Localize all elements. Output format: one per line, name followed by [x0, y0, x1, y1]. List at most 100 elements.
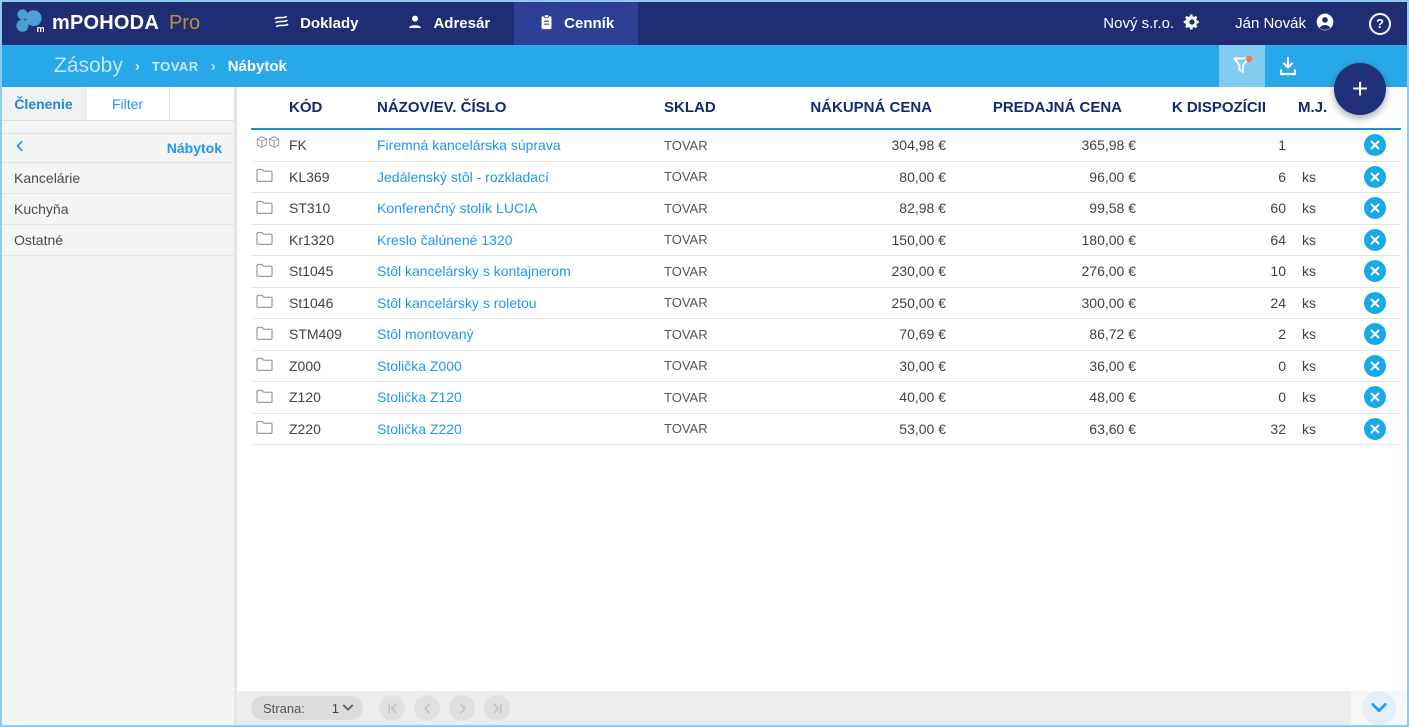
close-icon [1370, 172, 1380, 182]
item-name-link[interactable]: Kreslo čalúnené 1320 [377, 231, 513, 248]
last-page-button[interactable] [484, 695, 510, 721]
table-row[interactable]: Kr1320 Kreslo čalúnené 1320 TOVAR 150,00… [251, 225, 1401, 256]
nav-item-cennik[interactable]: Cenník [514, 2, 639, 45]
item-available-quantity: 32 [1270, 420, 1286, 437]
item-available-quantity: 2 [1278, 326, 1286, 343]
item-name-link[interactable]: Konferenčný stolík LUCIA [377, 200, 538, 217]
close-icon [1370, 361, 1380, 371]
item-name-link[interactable]: Stolička Z220 [377, 420, 462, 437]
item-name-link[interactable]: Stôl montovaný [377, 326, 474, 343]
export-download-button[interactable] [1265, 45, 1311, 87]
user-name: Ján Novák [1235, 15, 1306, 32]
item-selling-price: 99,58 € [1089, 200, 1136, 217]
first-page-button[interactable] [379, 695, 405, 721]
item-code: STM409 [289, 326, 342, 343]
item-unit: ks [1302, 231, 1316, 248]
table-row[interactable]: FK Firemná kancelárska súprava TOVAR 304… [251, 130, 1401, 162]
remove-item-button[interactable] [1364, 386, 1386, 409]
sidebar-item-ostatne[interactable]: Ostatné [2, 225, 234, 256]
table-row[interactable]: ST310 Konferenčný stolík LUCIA TOVAR 82,… [251, 193, 1401, 225]
item-name-link[interactable]: Stôl kancelársky s kontajnerom [377, 263, 571, 280]
add-item-button[interactable]: + [1334, 63, 1386, 115]
category-group-header: Nábytok [2, 133, 234, 163]
price-list-table: KÓD NÁZOV/EV. ČÍSLO SKLAD NÁKUPNÁ CENA P… [237, 87, 1407, 445]
user-menu[interactable]: Ján Novák [1235, 12, 1335, 36]
price-list-panel: KÓD NÁZOV/EV. ČÍSLO SKLAD NÁKUPNÁ CENA P… [237, 87, 1407, 725]
column-header-predajna-cena[interactable]: PREDAJNÁ CENA [992, 99, 1122, 116]
remove-item-button[interactable] [1364, 291, 1386, 314]
item-available-quantity: 60 [1270, 200, 1286, 217]
item-unit: ks [1302, 326, 1316, 343]
item-unit: ks [1302, 294, 1316, 311]
paw-logo-icon: m [14, 7, 45, 40]
previous-page-button[interactable] [414, 695, 440, 721]
remove-item-button[interactable] [1364, 323, 1386, 346]
item-purchase-price: 304,98 € [891, 137, 947, 154]
item-name-link[interactable]: Stolička Z120 [377, 389, 462, 406]
table-row[interactable]: St1046 Stôl kancelársky s roletou TOVAR … [251, 288, 1401, 319]
page-select[interactable]: Strana: 1 [251, 696, 363, 720]
nav-label: Adresár [433, 15, 491, 32]
pagination-bar: Strana: 1 [237, 691, 1351, 725]
item-name-link[interactable]: Jedálenský stôl - rozkladací [377, 168, 549, 185]
remove-item-button[interactable] [1364, 165, 1386, 188]
table-row[interactable]: St1045 Stôl kancelársky s kontajnerom TO… [251, 256, 1401, 288]
filter-button[interactable] [1219, 45, 1265, 87]
tab-filter[interactable]: Filter [86, 87, 170, 120]
item-selling-price: 63,60 € [1089, 420, 1136, 437]
column-header-nazov[interactable]: NÁZOV/EV. ČÍSLO [377, 99, 507, 116]
item-available-quantity: 24 [1270, 294, 1286, 311]
item-available-quantity: 6 [1278, 168, 1286, 185]
next-page-button[interactable] [449, 695, 475, 721]
item-selling-price: 276,00 € [1081, 263, 1137, 280]
remove-item-button[interactable] [1364, 417, 1386, 440]
sidebar-item-kuchyna[interactable]: Kuchyňa [2, 194, 234, 225]
tab-clenenie[interactable]: Členenie [2, 87, 86, 120]
table-row[interactable]: Z120 Stolička Z120 TOVAR 40,00 € 48,00 €… [251, 382, 1401, 414]
app-logo[interactable]: m mPOHODA Pro [2, 2, 210, 45]
folder-icon [255, 419, 274, 438]
breadcrumb-root[interactable]: Zásoby [54, 54, 123, 77]
close-icon [1370, 392, 1380, 402]
table-header-row: KÓD NÁZOV/EV. ČÍSLO SKLAD NÁKUPNÁ CENA P… [251, 87, 1401, 130]
table-row[interactable]: Z000 Stolička Z000 TOVAR 30,00 € 36,00 €… [251, 351, 1401, 382]
scroll-down-button[interactable] [1362, 691, 1396, 725]
remove-item-button[interactable] [1364, 354, 1386, 377]
item-code: Kr1320 [289, 231, 335, 248]
item-name-link[interactable]: Stôl kancelársky s roletou [377, 294, 537, 311]
column-header-sklad[interactable]: SKLAD [664, 99, 716, 116]
help-button[interactable]: ? [1369, 12, 1391, 35]
column-header-nakupna-cena[interactable]: NÁKUPNÁ CENA [810, 99, 932, 116]
sidebar-item-kancelarie[interactable]: Kancelárie [2, 163, 234, 194]
item-code: Z120 [289, 389, 321, 406]
back-chevron-icon[interactable] [14, 139, 26, 157]
item-selling-price: 365,98 € [1081, 137, 1137, 154]
item-stock-type: TOVAR [664, 200, 708, 216]
chevron-down-icon [1371, 703, 1387, 712]
column-header-kod[interactable]: KÓD [289, 99, 323, 116]
table-row[interactable]: STM409 Stôl montovaný TOVAR 70,69 € 86,7… [251, 319, 1401, 351]
remove-item-button[interactable] [1364, 260, 1386, 283]
top-navigation-bar: m mPOHODA Pro Doklady [2, 2, 1407, 45]
nav-item-doklady[interactable]: Doklady [248, 2, 382, 45]
table-row[interactable]: Z220 Stolička Z220 TOVAR 53,00 € 63,60 €… [251, 414, 1401, 445]
column-header-mj[interactable]: M.J. [1298, 99, 1328, 116]
item-stock-type: TOVAR [664, 358, 708, 374]
table-row[interactable]: KL369 Jedálenský stôl - rozkladací TOVAR… [251, 162, 1401, 193]
folder-icon [255, 325, 274, 344]
item-name-link[interactable]: Firemná kancelárska súprava [377, 137, 561, 154]
column-header-k-dispozicii[interactable]: K DISPOZÍCII [1171, 99, 1266, 116]
breadcrumb-parent[interactable]: TOVAR [151, 58, 199, 74]
item-name-link[interactable]: Stolička Z000 [377, 357, 462, 374]
item-unit: ks [1302, 357, 1316, 374]
item-stock-type: TOVAR [664, 326, 708, 342]
company-switcher[interactable]: Nový s.r.o. [1103, 13, 1201, 35]
item-available-quantity: 0 [1278, 357, 1286, 374]
page-number: 1 [331, 700, 339, 716]
nav-item-adresar[interactable]: Adresár [382, 2, 514, 45]
remove-item-button[interactable] [1364, 197, 1386, 220]
remove-item-button[interactable] [1364, 134, 1386, 157]
remove-item-button[interactable] [1364, 228, 1386, 251]
item-available-quantity: 0 [1278, 389, 1286, 406]
